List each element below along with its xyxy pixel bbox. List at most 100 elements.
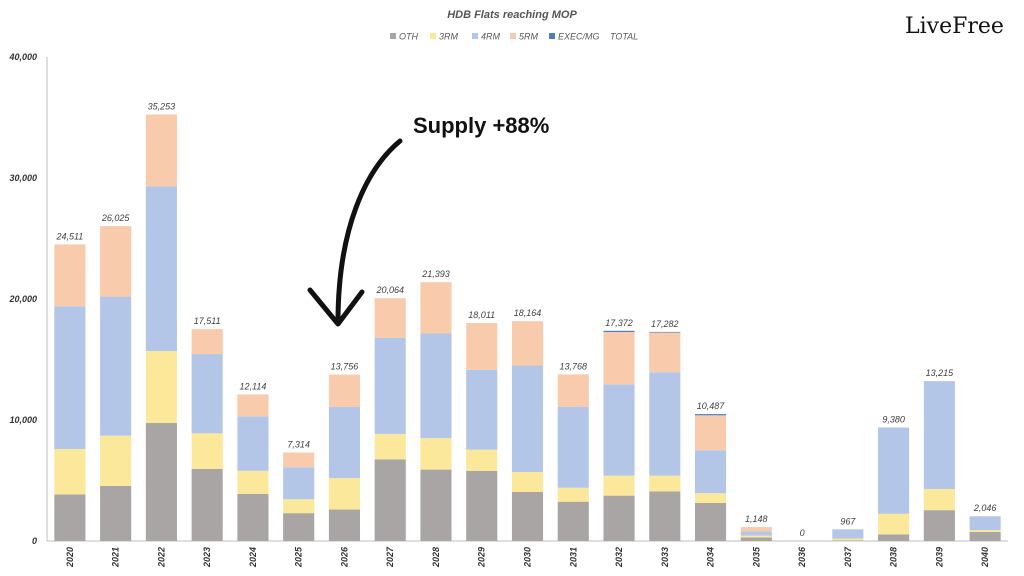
bar-segment-oth (603, 495, 635, 541)
bar-segment-4rm (420, 333, 452, 439)
x-tick-label: 2037 (843, 546, 853, 568)
bar-segment-5rm (100, 226, 132, 297)
bar-segment-3rm (603, 475, 635, 496)
total-label: 18,011 (468, 310, 495, 320)
x-tick-label: 2026 (339, 546, 349, 568)
annotation: Supply +88% (307, 113, 549, 327)
bar-segment-4rm (374, 337, 406, 434)
bar-segment-3rm (923, 488, 955, 511)
total-label: 17,511 (194, 316, 221, 326)
bar-segment-3rm (649, 475, 681, 492)
bar-segment-3rm (145, 351, 177, 424)
bar-segment-oth (237, 493, 269, 541)
bar-segment-5rm (237, 394, 269, 417)
x-tick-label: 2020 (65, 547, 75, 568)
x-tick-label: 2029 (477, 547, 487, 568)
total-label: 13,768 (559, 361, 587, 371)
total-label: 21,393 (421, 269, 450, 279)
bar-segment-4rm (237, 416, 269, 471)
x-tick-label: 2024 (248, 547, 258, 568)
bar-segment-3rm (740, 535, 772, 538)
bar-segment-oth (54, 494, 86, 541)
y-tick-label: 40,000 (8, 52, 37, 62)
bar-segment-5rm (511, 321, 544, 366)
bar-segment-4rm (649, 372, 681, 476)
total-labels: 24,511 26,025 35,253 17,511 12,114 7,314 13,75… (55, 101, 996, 538)
legend-label: 3RM (439, 32, 459, 42)
bar-segment-5rm (420, 282, 452, 334)
legend-label: 4RM (481, 32, 501, 42)
y-tick-label: 10,000 (9, 415, 37, 425)
bar-segment-3rm (328, 478, 361, 510)
bar-segment-oth (374, 459, 406, 541)
bar-segment-oth (328, 509, 361, 541)
bar-segment-5rm (466, 323, 498, 370)
legend-swatch-3rm (430, 33, 436, 39)
bar-segment-3rm (283, 499, 315, 514)
y-axis-ticks: 0 10,000 20,000 30,000 40,000 (8, 52, 37, 546)
bar-segment-oth (923, 510, 955, 541)
bar-segment-oth (466, 470, 498, 541)
total-label: 1,148 (745, 514, 768, 524)
bars (54, 114, 1001, 541)
bar-segment-exec-mg (649, 331, 681, 333)
bar-segment-4rm (511, 365, 544, 473)
x-tick-label: 2040 (980, 547, 990, 568)
bar-segment-4rm (191, 354, 223, 434)
total-label: 17,282 (651, 319, 679, 329)
brand-logo: LiveFree (905, 14, 1004, 39)
bar-segment-3rm (374, 433, 406, 460)
x-tick-label: 2031 (568, 547, 578, 568)
y-tick-label: 0 (32, 536, 37, 546)
x-tick-label: 2034 (706, 547, 716, 568)
bar-segment-4rm (603, 384, 635, 476)
x-tick-label: 2023 (202, 547, 212, 568)
bar-segment-4rm (283, 467, 315, 500)
bar-segment-exec-mg (694, 414, 727, 416)
bar-segment-4rm (145, 186, 177, 352)
bar-segment-oth (145, 423, 177, 541)
bar-segment-3rm (511, 472, 544, 492)
legend-label: EXEC/MG (558, 32, 600, 42)
bar-segment-oth (100, 485, 132, 541)
y-tick-label: 30,000 (9, 173, 37, 183)
bar-segment-3rm (969, 530, 1001, 532)
bar-segment-oth (191, 469, 223, 541)
bar-segment-5rm (191, 329, 223, 355)
bar-segment-oth (694, 502, 727, 541)
bar-segment-4rm (969, 516, 1001, 531)
x-tick-label: 2035 (751, 546, 761, 568)
bar-segment-3rm (237, 470, 269, 494)
total-label: 24,511 (55, 231, 83, 241)
total-label: 35,253 (148, 101, 176, 111)
x-tick-label: 2027 (385, 546, 395, 568)
x-tick-label: 2021 (111, 547, 121, 568)
bar-segment-4rm (878, 427, 910, 514)
bar-segment-oth (969, 531, 1001, 541)
bar-segment-4rm (100, 296, 132, 436)
bar-segment-oth (832, 540, 864, 541)
total-label: 20,064 (375, 285, 404, 295)
legend-swatch-oth (390, 33, 396, 39)
legend-swatch-5rm (510, 33, 516, 39)
bar-segment-3rm (557, 487, 589, 502)
bar-segment-4rm (832, 529, 864, 539)
x-tick-label: 2038 (889, 547, 899, 568)
bar-segment-oth (557, 501, 589, 541)
total-label: 9,380 (882, 415, 905, 425)
bar-segment-4rm (328, 406, 361, 479)
bar-segment-4rm (694, 450, 727, 494)
bar-segment-3rm (878, 513, 910, 535)
annotation-arrow-head (307, 287, 365, 327)
bar-segment-5rm (603, 332, 635, 385)
bar-segment-oth (740, 537, 772, 541)
bar-segment-3rm (100, 435, 132, 486)
x-tick-label: 2022 (156, 547, 166, 568)
total-label: 7,314 (287, 440, 310, 450)
bar-segment-4rm (466, 369, 498, 450)
x-tick-label: 2030 (523, 547, 533, 568)
bar-segment-3rm (832, 538, 864, 541)
x-tick-label: 2036 (797, 546, 807, 568)
x-tick-label: 2025 (294, 546, 304, 568)
total-label: 13,756 (331, 362, 359, 372)
